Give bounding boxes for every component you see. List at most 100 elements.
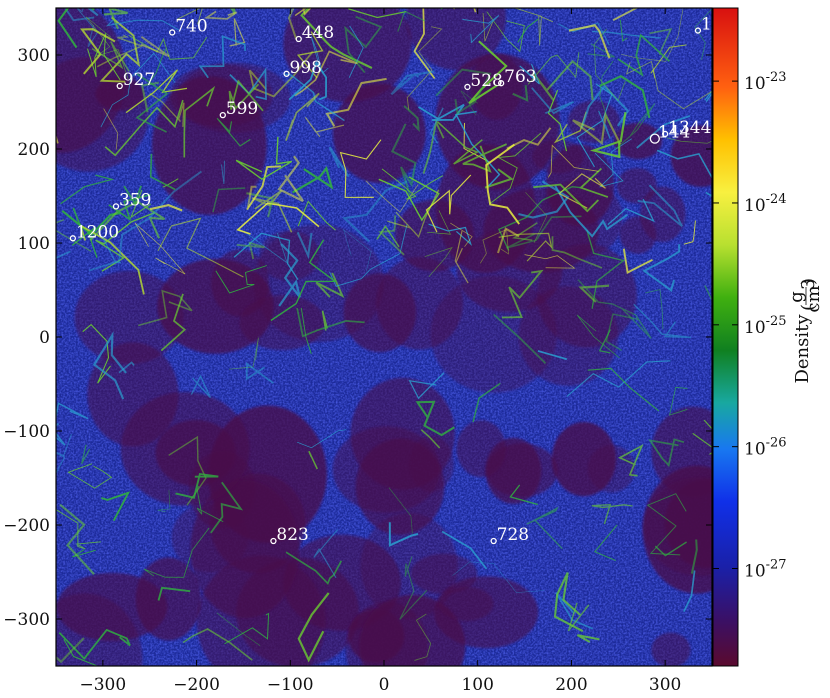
void-patch [405, 8, 506, 71]
filament [378, 176, 440, 222]
filament [108, 194, 151, 222]
filament [141, 81, 160, 113]
filament [99, 16, 141, 83]
filament [593, 524, 618, 562]
filament [134, 222, 186, 275]
filament [228, 79, 264, 112]
filament [607, 198, 655, 226]
filament [436, 121, 483, 165]
filament [694, 8, 712, 61]
filament [526, 506, 563, 550]
filament [196, 485, 224, 523]
filament [149, 203, 183, 212]
filament [103, 8, 128, 30]
filament [212, 187, 246, 213]
filament [89, 200, 166, 242]
halo-927-label: 927 [123, 70, 155, 90]
filament [403, 105, 420, 133]
colorbar-ticks: 10-23 10-24 10-25 10-26 10-27 [713, 70, 787, 582]
void-patch [438, 586, 494, 622]
filament [605, 313, 639, 352]
void-patch [332, 426, 441, 513]
filament [300, 308, 312, 354]
filament [479, 228, 509, 264]
filament [517, 18, 539, 43]
filament [329, 224, 408, 287]
filament [642, 244, 681, 292]
filament [636, 115, 691, 149]
filament [450, 222, 473, 247]
filament [598, 110, 611, 139]
colorbar-unit-denominator: cm [803, 285, 824, 312]
filament [236, 202, 320, 235]
filament [594, 138, 632, 188]
filament [512, 84, 529, 102]
colorbar-gradient [713, 8, 738, 666]
filament [308, 450, 318, 470]
x-tick-label: 0 [379, 675, 390, 695]
filament [287, 8, 298, 40]
filament [105, 19, 179, 31]
filament [519, 63, 540, 85]
filament [509, 484, 538, 506]
x-tick-label: −200 [173, 675, 220, 695]
filament [348, 25, 364, 78]
filament [506, 215, 582, 249]
filament [413, 8, 456, 80]
filament [203, 10, 238, 20]
halo-1200-label: 1200 [76, 222, 119, 242]
filament [101, 235, 121, 264]
filament [60, 174, 115, 205]
filament [82, 323, 111, 384]
filament [454, 230, 469, 284]
filament [76, 8, 99, 47]
filament [91, 41, 130, 72]
filament [514, 8, 554, 46]
filament [321, 310, 329, 331]
filament [221, 160, 225, 185]
void-patch [643, 477, 712, 576]
filament [215, 265, 268, 294]
filament [429, 107, 444, 144]
y-tick-label: −100 [3, 422, 50, 442]
filament [285, 551, 343, 586]
filament [619, 19, 628, 42]
svg-text:(: ( [798, 304, 819, 311]
filament [414, 613, 432, 661]
halo-1344-marker [661, 130, 669, 138]
filament [297, 592, 330, 663]
y-tick-label: 100 [18, 234, 50, 254]
filament [486, 11, 525, 53]
filament [501, 269, 544, 319]
colorbar-tick-label: 10-23 [744, 70, 787, 94]
filament [637, 184, 683, 227]
filament [56, 637, 85, 664]
filament [210, 481, 244, 534]
colorbar: 10-23 10-24 10-25 10-26 10-27 Density ( g cm… [712, 7, 824, 667]
filament [72, 207, 83, 235]
filament [236, 241, 265, 260]
filament [621, 9, 684, 62]
filament [406, 26, 443, 110]
filament [424, 246, 453, 277]
filament [649, 28, 673, 55]
svg-text:): ) [798, 278, 819, 285]
filament [555, 592, 594, 630]
void-patch [430, 275, 558, 393]
void-patch [639, 186, 686, 243]
halo-528-label: 528 [470, 71, 502, 91]
filament [454, 110, 501, 187]
filament [690, 539, 698, 574]
void-patch [394, 199, 475, 272]
filament [101, 491, 131, 522]
filament [551, 236, 603, 269]
halo-359-marker [112, 203, 120, 210]
void-regions [56, 8, 712, 666]
filament [246, 192, 274, 218]
filament [399, 556, 428, 620]
filament [95, 212, 155, 272]
halo-1316-label: 1316 [701, 15, 744, 35]
halo-448-label: 448 [302, 23, 334, 43]
